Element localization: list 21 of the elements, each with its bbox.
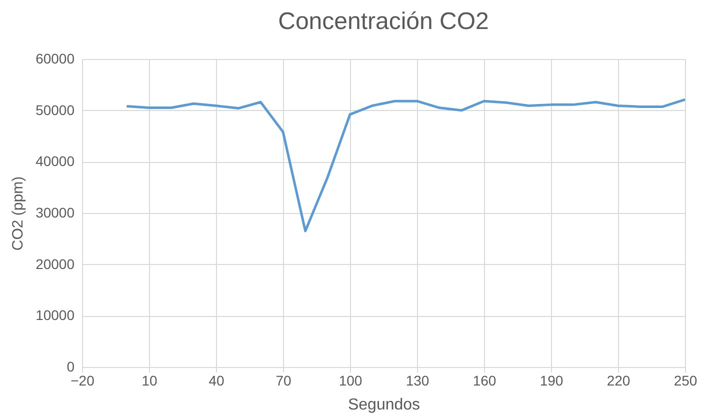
x-tick-label: −20 [70,372,95,388]
y-tick-label: 10000 [36,307,75,324]
x-tick-label: 10 [142,372,158,388]
y-tick-label: 30000 [36,204,75,220]
x-tick-label: 130 [406,372,430,388]
x-tick-label: 100 [338,372,362,388]
y-axis-title: CO2 (ppm) [10,176,27,251]
y-tick-label: 60000 [36,50,75,66]
x-tick-label: 40 [208,372,224,388]
y-tick-label: 0 [66,358,75,374]
y-tick-label: 50000 [36,102,75,118]
x-tick-label: 250 [674,372,698,388]
y-tick-label: 40000 [36,153,75,170]
x-tick-label: 160 [472,372,496,388]
x-tick-label: 70 [276,372,292,388]
x-axis-title: Segundos [348,396,420,414]
line-series [125,98,686,232]
y-tick-label: 20000 [36,256,75,272]
chart-title: Concentración CO2 [278,8,489,35]
x-tick-label: 190 [540,372,564,388]
x-tick-label: 220 [606,372,630,388]
